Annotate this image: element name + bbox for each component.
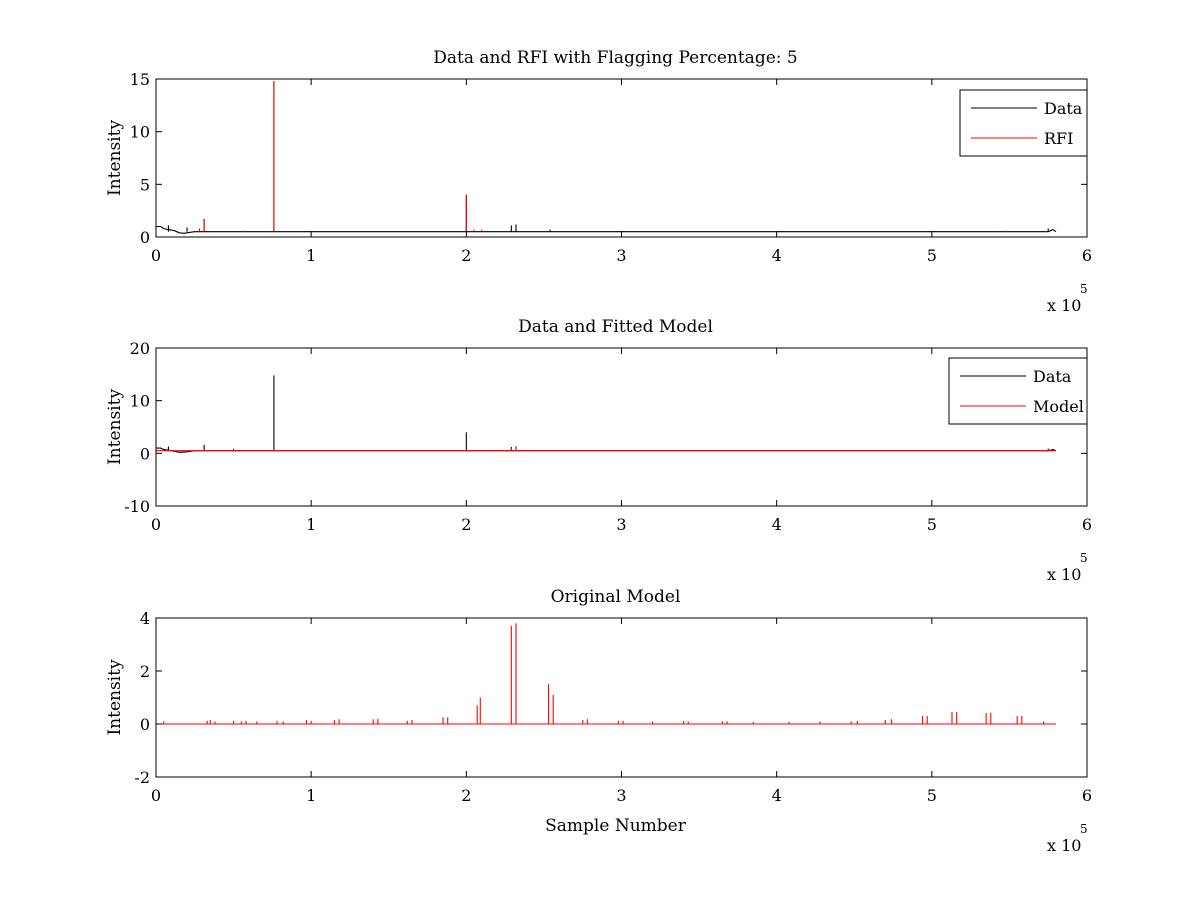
subplot-title: Original Model — [551, 587, 681, 607]
y-tick-label: 10 — [130, 123, 150, 142]
series-model-line — [156, 447, 1056, 452]
x-tick-label: 5 — [927, 515, 937, 534]
y-tick-label: 10 — [130, 392, 150, 411]
x-tick-label: 1 — [306, 786, 316, 805]
series-model-line — [156, 623, 1056, 725]
x-tick-label: 0 — [151, 246, 161, 265]
y-tick-label: 20 — [130, 339, 150, 358]
x-tick-label: 4 — [772, 515, 782, 534]
x-tick-label: 1 — [306, 515, 316, 534]
series-trace — [156, 225, 1057, 234]
x-axis-multiplier-exponent: 5 — [1080, 551, 1088, 565]
series-rfi-line — [198, 81, 1007, 232]
legend: Data RFI — [959, 89, 1088, 157]
subplot-title: Data and RFI with Flagging Percentage: 5 — [433, 48, 797, 68]
y-tick-label: 0 — [140, 715, 150, 734]
y-axis-label: Intensity — [105, 389, 125, 465]
legend: Data Model — [948, 357, 1088, 425]
x-tick-label: 6 — [1082, 786, 1092, 805]
y-tick-label: -10 — [124, 497, 150, 516]
y-tick-label: 0 — [140, 228, 150, 247]
y-tick-label: -2 — [134, 768, 150, 787]
x-tick-label: 5 — [927, 786, 937, 805]
x-tick-label: 1 — [306, 246, 316, 265]
x-tick-label: 3 — [616, 515, 626, 534]
x-tick-label: 3 — [616, 786, 626, 805]
legend-box — [948, 357, 1088, 425]
x-tick-label: 5 — [927, 246, 937, 265]
x-tick-label: 4 — [772, 786, 782, 805]
x-tick-label: 2 — [461, 246, 471, 265]
legend-label-data: Data — [1044, 99, 1083, 118]
y-tick-label: 2 — [140, 662, 150, 681]
x-tick-label: 2 — [461, 515, 471, 534]
y-tick-label: 5 — [140, 175, 150, 194]
x-tick-label: 3 — [616, 246, 626, 265]
legend-box — [959, 89, 1088, 157]
y-tick-label: 15 — [130, 70, 150, 89]
legend-label-model: Model — [1033, 397, 1084, 416]
series-data-line — [156, 375, 1057, 453]
subplot-title: Data and Fitted Model — [518, 317, 713, 337]
x-axis-multiplier: x 10 — [1047, 296, 1081, 315]
y-axis-label: Intensity — [105, 659, 125, 735]
x-tick-label: 0 — [151, 515, 161, 534]
x-axis-multiplier: x 10 — [1047, 565, 1081, 584]
x-axis-multiplier-exponent: 5 — [1080, 822, 1088, 836]
y-axis-label: Intensity — [105, 120, 125, 196]
legend-label-rfi: RFI — [1044, 129, 1073, 148]
legend-label-data: Data — [1033, 367, 1072, 386]
x-tick-label: 6 — [1082, 246, 1092, 265]
y-tick-label: 0 — [140, 444, 150, 463]
x-axis-multiplier: x 10 — [1047, 836, 1081, 855]
x-axis-multiplier-exponent: 5 — [1080, 282, 1088, 296]
x-tick-label: 4 — [772, 246, 782, 265]
x-tick-label: 6 — [1082, 515, 1092, 534]
x-tick-label: 2 — [461, 786, 471, 805]
y-tick-label: 4 — [140, 609, 150, 628]
x-axis-label: Sample Number — [545, 816, 687, 836]
series-trace — [156, 447, 1057, 453]
x-tick-label: 0 — [151, 786, 161, 805]
